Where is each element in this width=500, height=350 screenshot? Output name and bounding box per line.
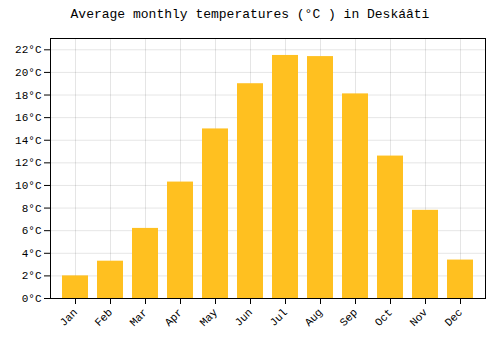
svg-text:Feb: Feb bbox=[93, 306, 115, 328]
svg-text:Dec: Dec bbox=[443, 306, 465, 328]
svg-text:Jan: Jan bbox=[58, 306, 80, 328]
svg-text:Sep: Sep bbox=[338, 306, 360, 328]
svg-text:2°C: 2°C bbox=[22, 270, 42, 282]
svg-text:Oct: Oct bbox=[373, 306, 395, 328]
svg-text:12°C: 12°C bbox=[15, 157, 42, 169]
svg-text:22°C: 22°C bbox=[15, 44, 42, 56]
svg-text:18°C: 18°C bbox=[15, 90, 42, 102]
html-text:Average monthly temperatures (: Average monthly temperatures (°C ) in De… bbox=[70, 7, 430, 22]
svg-text:10°C: 10°C bbox=[15, 180, 42, 192]
svg-text:May: May bbox=[198, 306, 221, 329]
svg-text:6°C: 6°C bbox=[22, 225, 42, 237]
svg-text:Aug: Aug bbox=[303, 306, 325, 328]
svg-text:4°C: 4°C bbox=[22, 248, 42, 260]
svg-text:0°C: 0°C bbox=[22, 293, 42, 305]
svg-text:Jul: Jul bbox=[268, 306, 290, 328]
svg-text:Apr: Apr bbox=[163, 306, 185, 328]
svg-text:Nov: Nov bbox=[408, 306, 431, 329]
svg-text:20°C: 20°C bbox=[15, 67, 42, 79]
svg-text:16°C: 16°C bbox=[15, 112, 42, 124]
svg-text:Jun: Jun bbox=[233, 306, 255, 328]
svg-text:8°C: 8°C bbox=[22, 203, 42, 215]
svg-text:Mar: Mar bbox=[128, 306, 150, 328]
svg-text:14°C: 14°C bbox=[15, 135, 42, 147]
